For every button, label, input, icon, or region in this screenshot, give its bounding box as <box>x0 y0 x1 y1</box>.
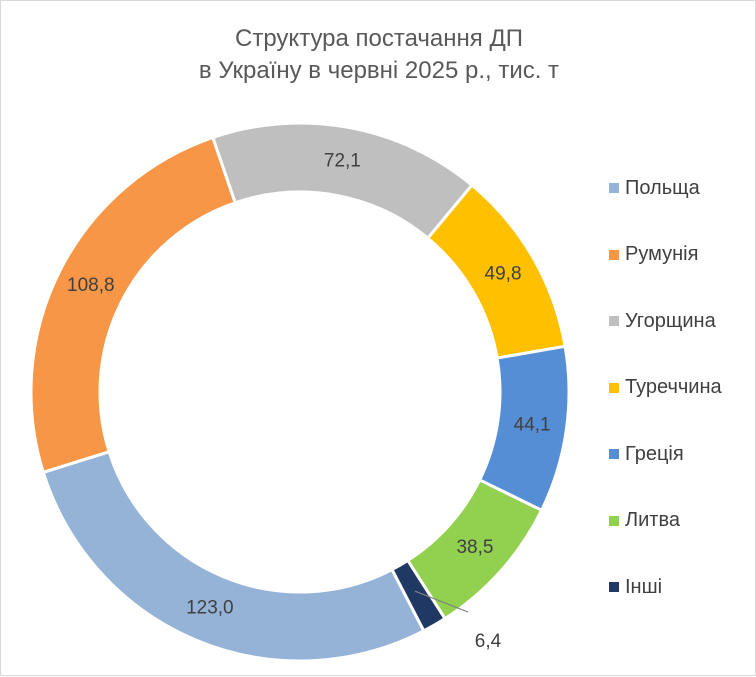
data-label-3: 49,8 <box>485 264 522 285</box>
legend-label: Туреччина <box>625 376 722 398</box>
legend-swatch <box>609 316 619 326</box>
data-label-0: 123,0 <box>186 597 234 618</box>
legend-item-5: Литва <box>609 506 680 536</box>
data-label-1: 108,8 <box>67 275 115 296</box>
chart-title: Структура постачання ДП в Україну в черв… <box>1 23 756 87</box>
donut-slice-1 <box>29 135 238 475</box>
chart-title-line-1: Структура постачання ДП <box>235 25 523 52</box>
legend-item-0: Польща <box>609 173 700 203</box>
legend-item-6: Інші <box>609 572 662 602</box>
legend-item-4: Греція <box>609 439 684 469</box>
legend-swatch <box>609 183 619 193</box>
legend-item-3: Туреччина <box>609 373 722 403</box>
legend-label: Угорщина <box>625 309 716 332</box>
data-label-2: 72,1 <box>324 150 361 171</box>
data-label-5: 38,5 <box>456 537 493 558</box>
legend-label: Литва <box>625 509 680 531</box>
legend-label: Греція <box>625 442 684 465</box>
leader-line-6 <box>414 590 469 613</box>
data-label-4: 44,1 <box>514 414 551 435</box>
legend-item-2: Угорщина <box>609 306 716 336</box>
legend-swatch <box>609 582 619 592</box>
legend-label: Польща <box>625 176 700 199</box>
donut-slice-2 <box>210 121 475 241</box>
legend-swatch <box>609 249 619 260</box>
legend-label: Румунія <box>625 243 699 265</box>
legend-swatch <box>609 515 619 526</box>
legend-label: Інші <box>625 575 663 598</box>
chart-title-line-2: в Україну в червні 2025 р., тис. т <box>198 57 560 84</box>
legend-swatch <box>609 449 619 459</box>
donut-slice-6 <box>390 558 448 633</box>
donut-slice-0 <box>41 449 426 663</box>
legend-swatch <box>609 382 619 393</box>
legend-item-1: Румунія <box>609 240 698 270</box>
data-label-6: 6,4 <box>475 631 502 652</box>
